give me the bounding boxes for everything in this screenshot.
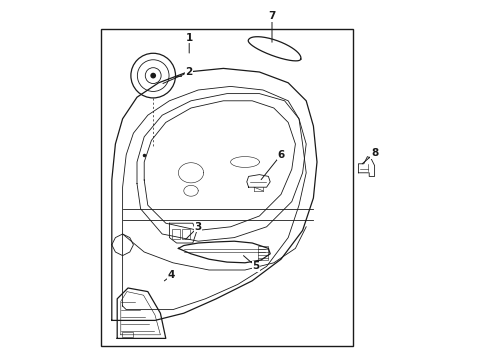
Bar	[172, 229, 180, 239]
Bar	[258, 246, 269, 260]
Bar	[182, 229, 190, 239]
Bar	[122, 332, 133, 337]
Text: 8: 8	[371, 148, 378, 158]
Text: 3: 3	[195, 222, 202, 232]
Text: 1: 1	[186, 33, 193, 43]
Text: 4: 4	[168, 270, 175, 280]
Text: 5: 5	[252, 261, 259, 271]
Text: 7: 7	[269, 11, 276, 21]
Text: 2: 2	[186, 67, 193, 77]
Circle shape	[150, 73, 156, 78]
Text: 6: 6	[277, 150, 285, 160]
Bar	[101, 29, 353, 346]
